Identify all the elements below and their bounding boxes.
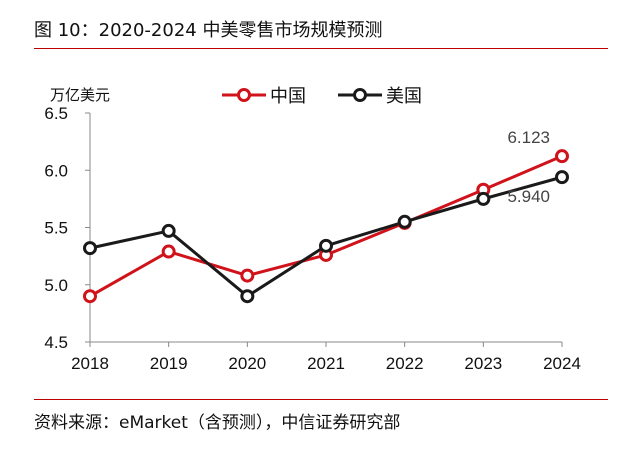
data-point-usa [319, 238, 333, 253]
legend-marker-usa [353, 88, 367, 102]
source-note: 资料来源：eMarket（含预测），中信证券研究部 [34, 413, 401, 433]
y-tick-label: 4.5 [44, 333, 68, 352]
legend: 中国 美国 [222, 86, 422, 106]
data-point-china [240, 268, 255, 283]
top-divider [34, 48, 608, 49]
x-tick-label: 2021 [307, 354, 345, 373]
x-tick-label: 2020 [228, 354, 266, 373]
series-layer: 6.123 5.940 [83, 128, 569, 304]
legend-label-usa: 美国 [386, 86, 422, 106]
data-label-china: 6.123 [507, 128, 550, 147]
y-tick-label: 5.0 [44, 276, 68, 295]
data-label-usa: 5.940 [507, 187, 550, 206]
data-point-usa [476, 191, 491, 206]
data-point-china [161, 244, 176, 259]
data-point-usa [161, 223, 176, 238]
x-tick-label: 2018 [71, 354, 109, 373]
series-line-usa [89, 175, 563, 298]
data-point-china [83, 289, 97, 304]
legend-marker-china [237, 88, 251, 102]
data-point-usa [555, 170, 569, 185]
axes: 4.5 5.0 5.5 6.0 6.5 2018 2019 2020 2021 2022 2023 2… [44, 104, 581, 373]
legend-label-china: 中国 [270, 86, 306, 106]
data-point-china [555, 149, 569, 164]
x-tick-label: 2023 [464, 354, 502, 373]
data-point-usa [83, 241, 97, 256]
page-title: 图 10：2020-2024 中美零售市场规模预测 [34, 20, 383, 41]
series-line-china [89, 154, 563, 298]
data-point-usa [397, 214, 412, 229]
y-tick-label: 6.0 [44, 161, 68, 180]
x-tick-label: 2024 [543, 354, 581, 373]
data-point-usa [240, 289, 255, 304]
x-tick-label: 2019 [150, 354, 188, 373]
unit-label: 万亿美元 [50, 87, 110, 104]
y-tick-label: 6.5 [44, 104, 68, 123]
y-tick-label: 5.5 [44, 219, 68, 238]
x-tick-label: 2022 [386, 354, 424, 373]
bottom-divider [34, 399, 608, 400]
